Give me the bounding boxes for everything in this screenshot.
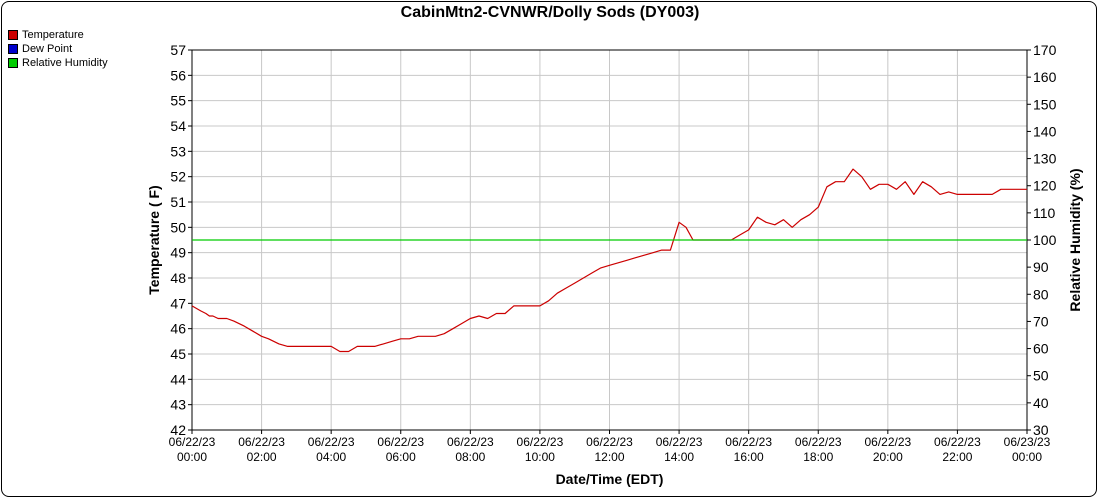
x-tick-date: 06/22/23	[447, 435, 494, 449]
x-tick-time: 10:00	[525, 450, 555, 464]
series-line-temperature	[191, 168, 1027, 353]
y-tick-label: 45	[170, 346, 186, 362]
x-tick-time: 14:00	[664, 450, 694, 464]
x-tick-date: 06/22/23	[934, 435, 981, 449]
x-tick-date: 06/22/23	[377, 435, 424, 449]
x-tick-date: 06/22/23	[725, 435, 772, 449]
x-tick-date: 06/22/23	[169, 435, 216, 449]
legend-item-relative-humidity: Relative Humidity	[8, 56, 108, 70]
y2-tick-label: 160	[1033, 69, 1057, 85]
y-tick-label: 49	[170, 245, 186, 261]
y2-tick-label: 150	[1033, 96, 1057, 112]
y2-tick-label: 50	[1033, 368, 1049, 384]
y-tick-label: 53	[170, 143, 186, 159]
y-tick-label: 46	[170, 321, 186, 337]
x-tick-time: 18:00	[803, 450, 833, 464]
x-tick-date: 06/22/23	[656, 435, 703, 449]
y-axis-title: Temperature ( F)	[146, 185, 162, 294]
legend-label-relative-humidity: Relative Humidity	[22, 57, 108, 69]
x-tick-date: 06/22/23	[586, 435, 633, 449]
x-tick-time: 04:00	[316, 450, 346, 464]
x-tick-time: 12:00	[594, 450, 624, 464]
x-tick-date: 06/22/23	[795, 435, 842, 449]
x-tick-date: 06/23/23	[1004, 435, 1051, 449]
y-tick-label: 51	[170, 194, 186, 210]
x-tick-time: 00:00	[1012, 450, 1042, 464]
y-tick-label: 47	[170, 295, 186, 311]
legend-item-temperature: Temperature	[8, 28, 108, 42]
x-tick-date: 06/22/23	[308, 435, 355, 449]
chart-title: CabinMtn2-CVNWR/Dolly Sods (DY003)	[400, 4, 700, 21]
x-tick-time: 06:00	[386, 450, 416, 464]
legend: Temperature Dew Point Relative Humidity	[8, 28, 108, 70]
y-tick-label: 55	[170, 93, 186, 109]
x-tick-time: 16:00	[734, 450, 764, 464]
y2-tick-label: 120	[1033, 178, 1057, 194]
y2-axis-title: Relative Humidity (%)	[1067, 168, 1083, 311]
y2-tick-label: 110	[1033, 205, 1056, 221]
y2-tick-label: 140	[1033, 123, 1057, 139]
y-tick-label: 54	[170, 118, 186, 134]
y-tick-label: 44	[170, 371, 186, 387]
legend-label-temperature: Temperature	[22, 29, 84, 41]
legend-swatch-relative-humidity	[8, 58, 18, 68]
y2-tick-label: 90	[1033, 259, 1049, 275]
x-tick-time: 02:00	[247, 450, 277, 464]
y-tick-label: 43	[170, 397, 186, 413]
x-tick-time: 00:00	[177, 450, 207, 464]
y2-tick-label: 170	[1033, 42, 1057, 58]
legend-swatch-dew-point	[8, 44, 18, 54]
y2-tick-label: 40	[1033, 395, 1049, 411]
y2-tick-label: 70	[1033, 313, 1049, 329]
x-axis-title: Date/Time (EDT)	[556, 471, 664, 487]
y-tick-label: 52	[170, 169, 186, 185]
x-tick-time: 08:00	[455, 450, 485, 464]
x-tick-date: 06/22/23	[517, 435, 564, 449]
x-tick-date: 06/22/23	[864, 435, 911, 449]
y-tick-label: 56	[170, 67, 186, 83]
y2-tick-label: 130	[1033, 151, 1057, 167]
y2-tick-label: 60	[1033, 341, 1049, 357]
x-tick-date: 06/22/23	[238, 435, 285, 449]
y2-tick-label: 80	[1033, 286, 1049, 302]
y2-tick-label: 30	[1033, 422, 1049, 438]
y2-tick-label: 100	[1033, 232, 1057, 248]
legend-label-dew-point: Dew Point	[22, 43, 73, 55]
y-tick-label: 42	[170, 422, 186, 438]
x-tick-time: 20:00	[873, 450, 903, 464]
y-tick-label: 57	[170, 42, 186, 58]
x-tick-time: 22:00	[942, 450, 972, 464]
legend-swatch-temperature	[8, 30, 18, 40]
y-tick-label: 50	[170, 219, 186, 235]
legend-item-dew-point: Dew Point	[8, 42, 108, 56]
y-tick-label: 48	[170, 270, 186, 286]
